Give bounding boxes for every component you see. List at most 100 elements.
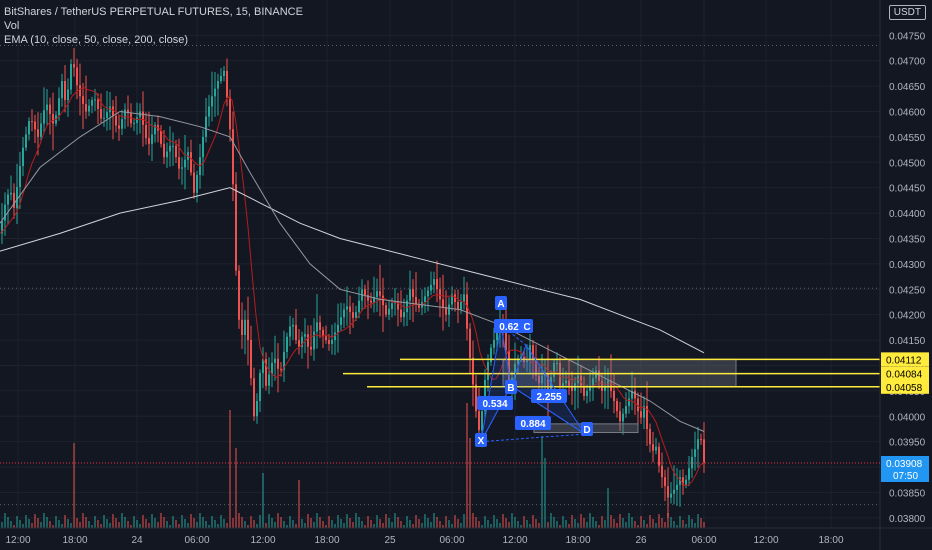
candle-body — [46, 104, 48, 111]
candle-body — [160, 130, 162, 144]
candle — [442, 274, 444, 331]
candle-body — [601, 380, 603, 391]
candle-body — [580, 375, 582, 386]
candle — [262, 347, 264, 389]
candle — [331, 324, 333, 355]
volume-bar — [73, 443, 75, 528]
candle — [529, 334, 531, 375]
volume-bar — [448, 520, 450, 528]
candle-body — [301, 336, 303, 347]
candle — [697, 426, 699, 468]
volume-bar — [229, 410, 231, 528]
candle-body — [184, 159, 186, 168]
candle-body — [196, 174, 198, 193]
volume-bar — [31, 523, 33, 528]
volume-bar — [142, 515, 144, 528]
volume-bar — [586, 522, 588, 528]
candle — [289, 315, 291, 347]
volume-bar — [145, 519, 147, 528]
candle — [388, 299, 390, 321]
volume-bar — [409, 520, 411, 528]
volume-bar — [205, 521, 207, 528]
volume-bar — [139, 524, 141, 528]
candle — [286, 332, 288, 359]
price-tick-label: 0.03850 — [889, 488, 926, 499]
ema-indicator-label[interactable]: EMA (10, close, 50, close, 200, close) — [4, 34, 189, 46]
volume-bar — [319, 517, 321, 528]
pattern-point-x-text: X — [478, 436, 485, 447]
candle — [22, 137, 24, 177]
volume-bar — [292, 520, 294, 528]
candle-body — [700, 439, 702, 441]
candle-body — [418, 304, 420, 308]
candle-body — [142, 111, 144, 125]
candle — [469, 323, 471, 375]
candle — [703, 422, 705, 473]
candle-body — [625, 406, 627, 414]
volume-bar — [610, 515, 612, 528]
candle-body — [25, 134, 27, 148]
price-tick-label: 0.04650 — [889, 82, 926, 93]
volume-bar — [418, 519, 420, 528]
volume-indicator-label[interactable]: Vol — [4, 20, 20, 32]
volume-bar — [61, 524, 63, 528]
candle-body — [37, 129, 39, 137]
candle — [304, 318, 306, 354]
volume-bar — [655, 523, 657, 528]
volume-bar — [217, 524, 219, 528]
candle — [370, 292, 372, 309]
volume-bar — [646, 524, 648, 528]
candle-body — [586, 390, 588, 396]
volume-bar — [124, 517, 126, 528]
pattern-ratio-label-text: 2.255 — [536, 392, 561, 403]
candle — [1, 203, 3, 245]
volume-bar — [34, 514, 36, 528]
volume-bar — [439, 521, 441, 528]
candle — [454, 289, 456, 312]
candle-body — [538, 375, 540, 384]
volume-bar — [52, 525, 54, 528]
candle-body — [637, 398, 639, 412]
candle — [625, 392, 627, 418]
volume-bar — [340, 519, 342, 528]
volume-bar — [562, 516, 564, 528]
volume-bar — [481, 525, 483, 528]
candle-body — [346, 306, 348, 310]
volume-bar — [517, 521, 519, 528]
volume-bar — [115, 518, 117, 528]
candle — [40, 112, 42, 143]
candle-body — [463, 294, 465, 302]
volume-bar — [112, 514, 114, 528]
volume-bar — [118, 522, 120, 528]
candle-body — [16, 187, 18, 209]
candle-body — [277, 358, 279, 369]
candle — [103, 108, 105, 127]
candle-body — [115, 115, 117, 126]
candle-body — [484, 379, 486, 412]
candle-body — [217, 81, 219, 89]
price-tick-label: 0.04600 — [889, 108, 926, 119]
volume-bar — [247, 525, 249, 528]
candle-body — [547, 373, 549, 396]
candle — [664, 469, 666, 502]
volume-bar — [16, 516, 18, 528]
currency-badge[interactable]: USDT — [888, 5, 926, 20]
level-price-tag-text: 0.04112 — [886, 355, 922, 366]
volume-bar — [184, 519, 186, 528]
volume-bar — [235, 448, 237, 528]
candle-body — [337, 324, 339, 333]
candle — [10, 175, 12, 201]
volume-bar — [361, 521, 363, 528]
volume-bar — [337, 515, 339, 528]
candle — [403, 298, 405, 327]
candle-body — [163, 143, 165, 158]
candle-body — [475, 384, 477, 412]
time-tick-label: 25 — [384, 535, 396, 546]
volume-bar — [43, 513, 45, 528]
volume-bar — [436, 517, 438, 528]
volume-bar — [574, 519, 576, 528]
volume-bar — [547, 522, 549, 528]
candle — [490, 344, 492, 366]
